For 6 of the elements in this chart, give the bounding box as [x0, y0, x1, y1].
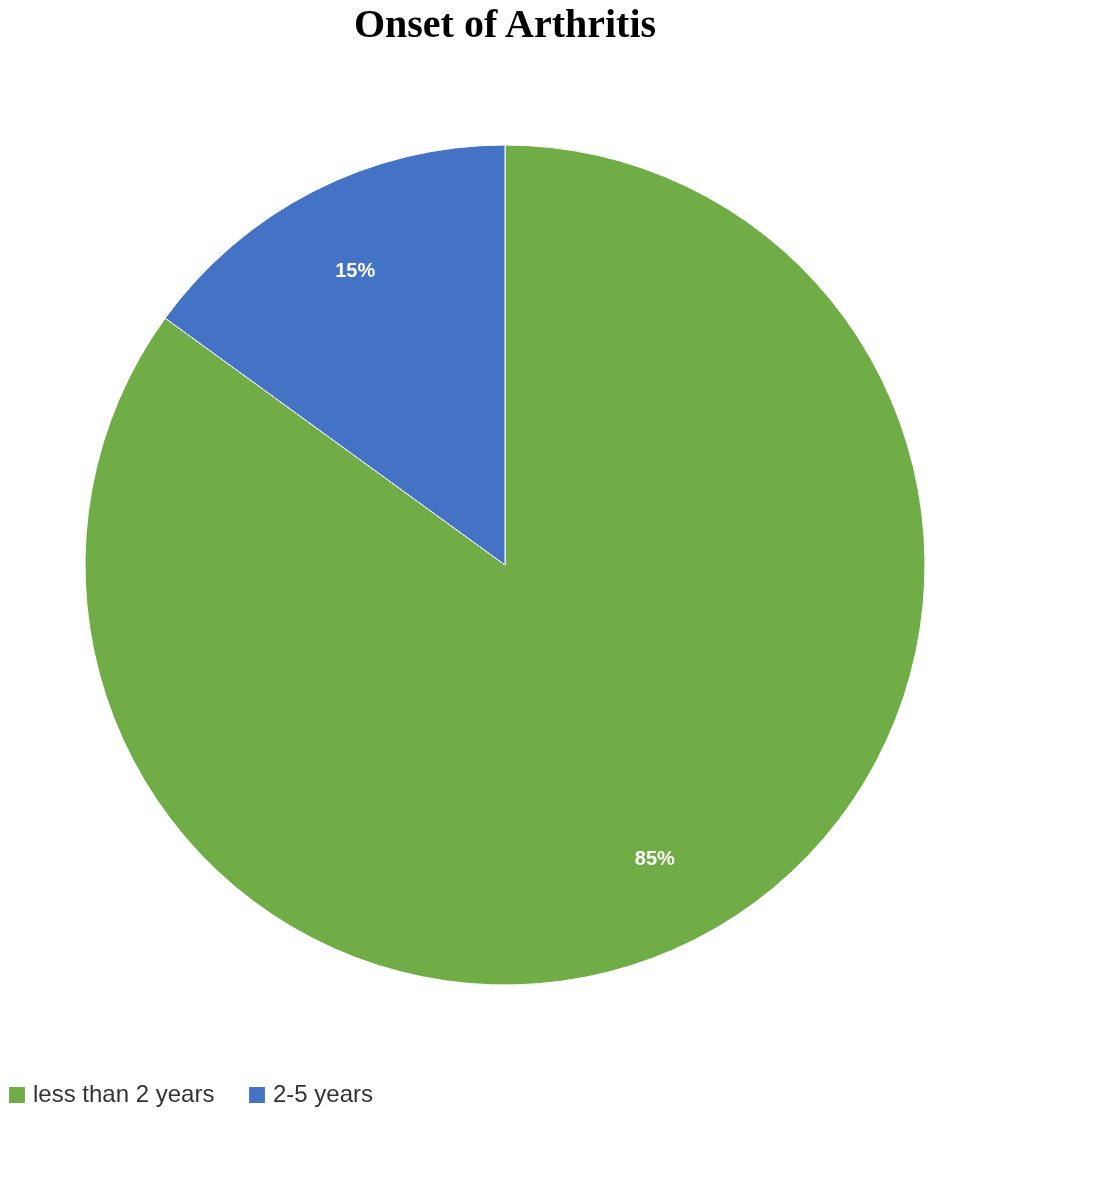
legend-label: less than 2 years — [33, 1080, 215, 1107]
chart-title: Onset of Arthritis — [353, 1, 657, 46]
data-label: 85% — [634, 847, 676, 870]
data-label: 15% — [335, 258, 376, 281]
pie-slice — [84, 144, 926, 986]
legend-label: 2-5 years — [273, 1080, 374, 1107]
